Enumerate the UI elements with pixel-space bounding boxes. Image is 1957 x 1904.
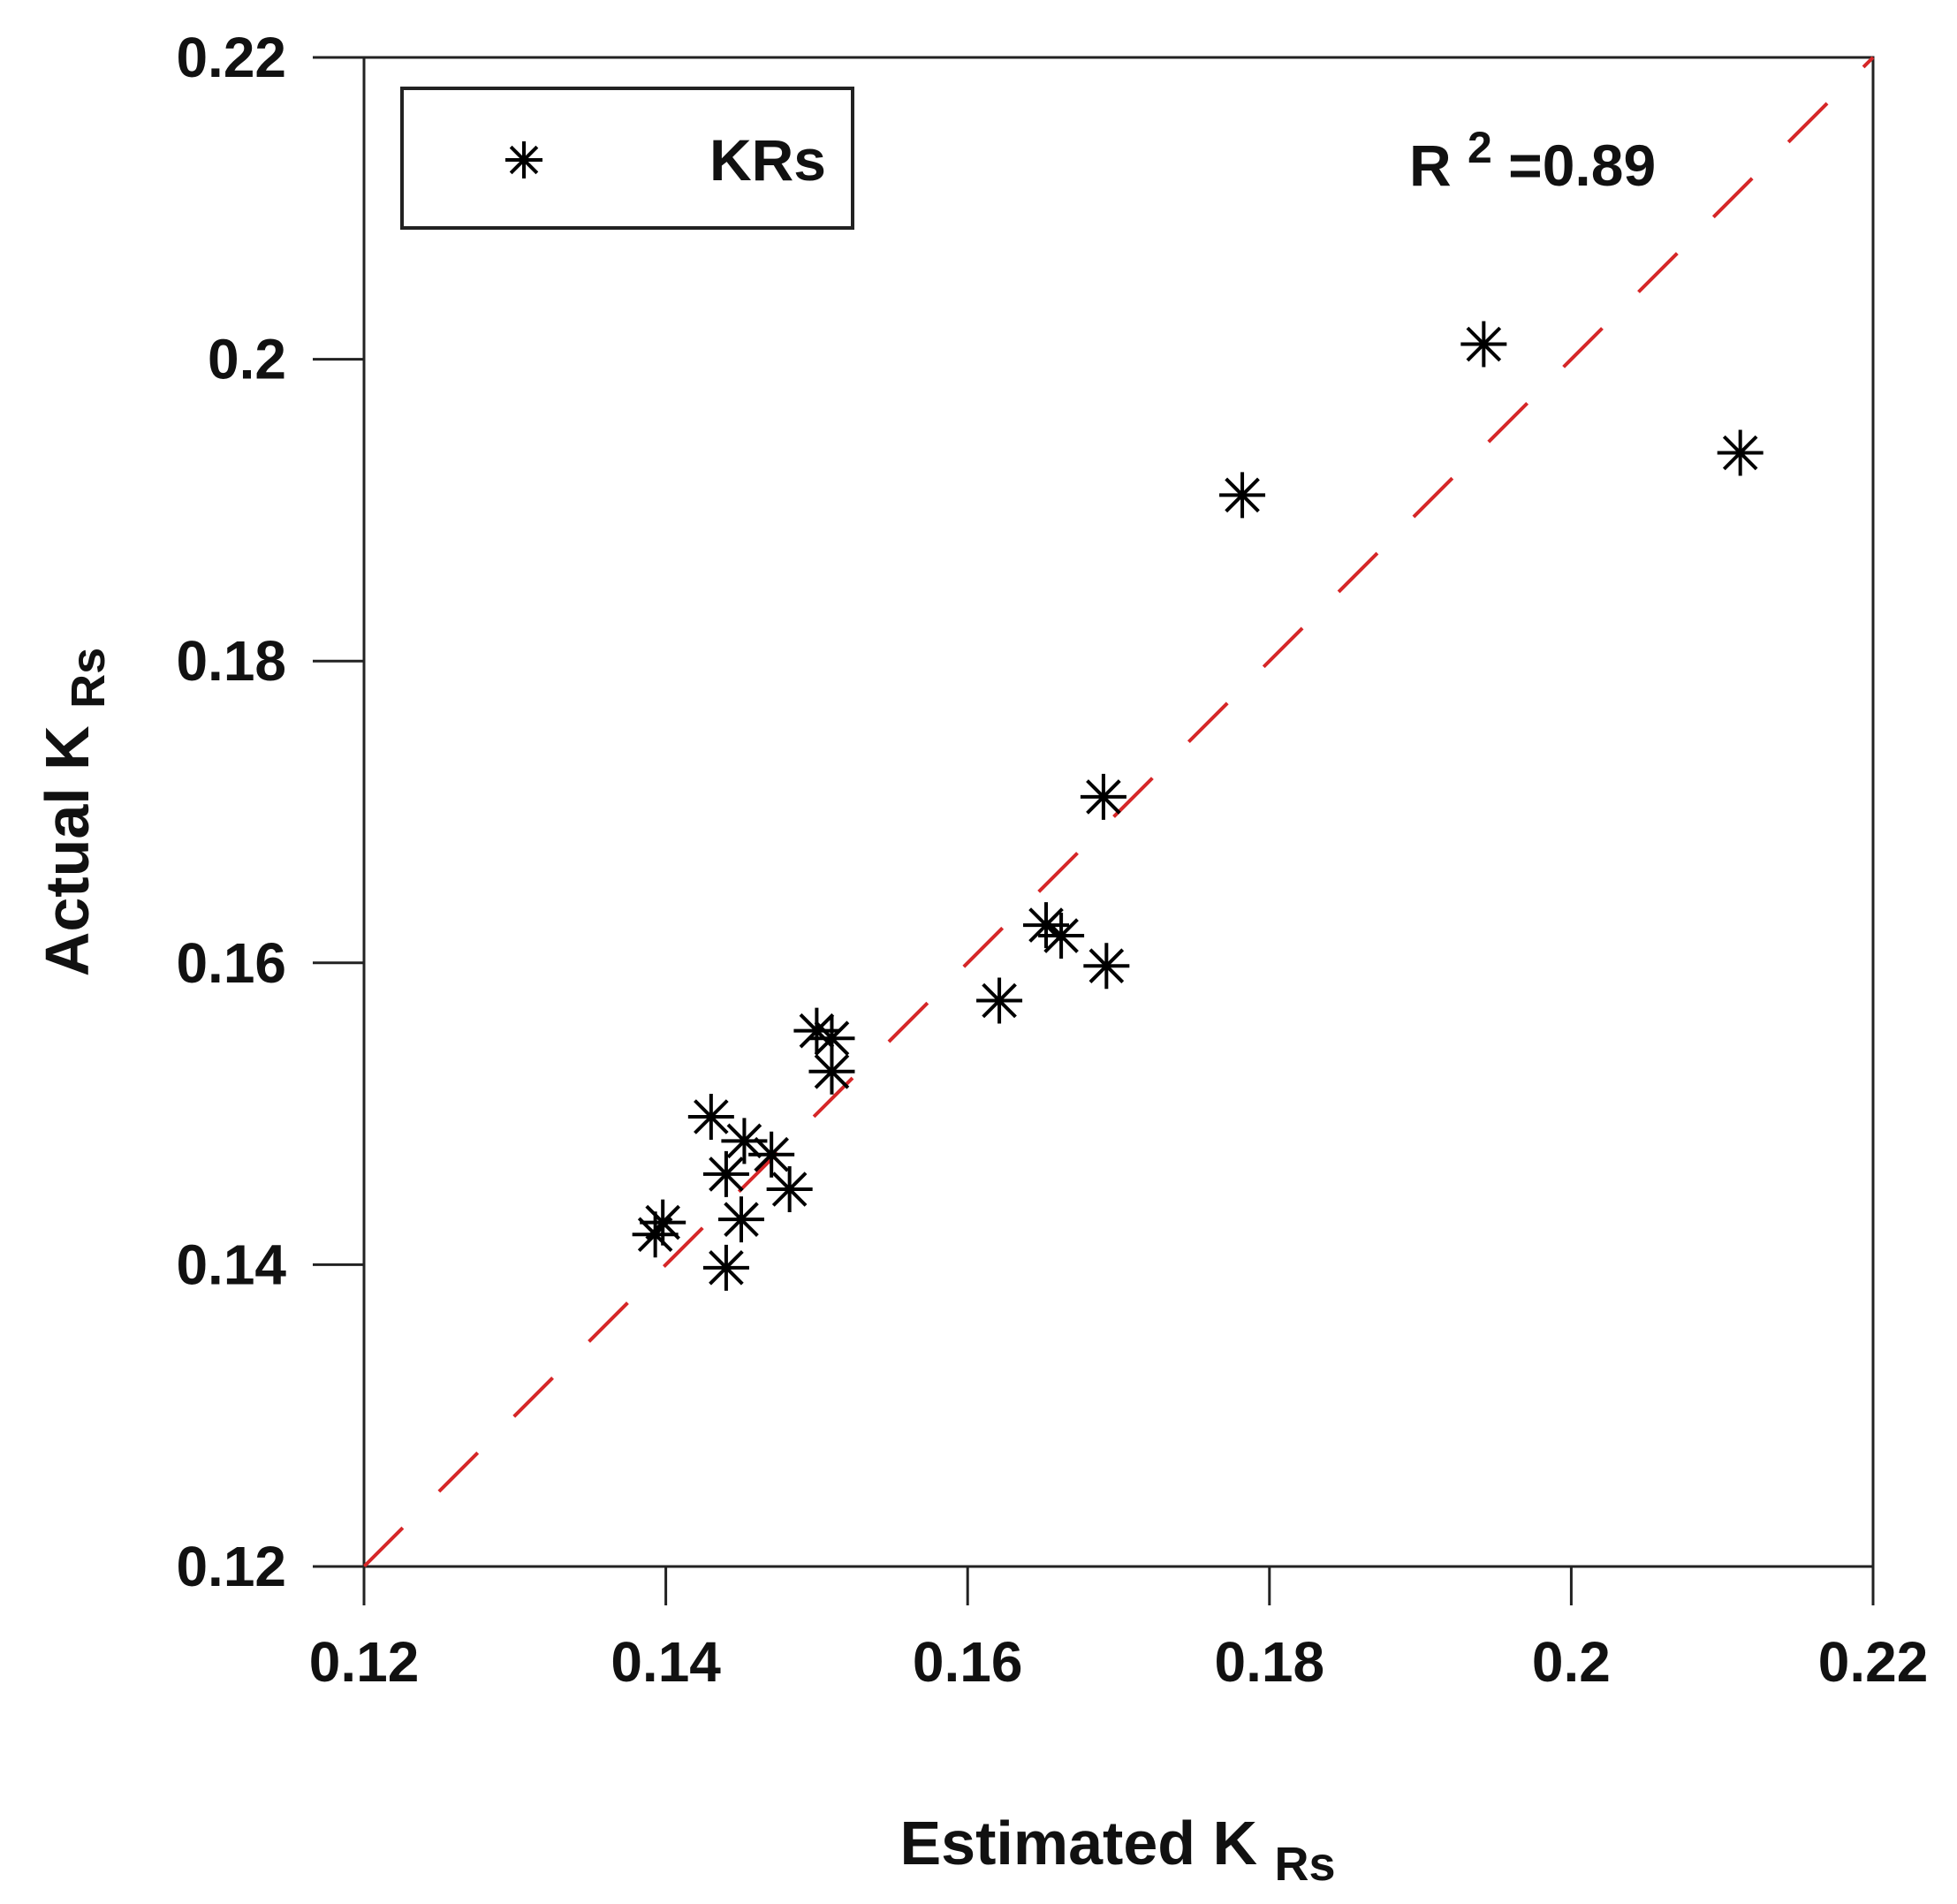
legend-asterisk-icon [505,141,542,178]
data-point [1083,943,1130,990]
data-point [702,1150,749,1197]
data-point [1219,472,1266,519]
x-axis-title-subscript: Rs [1274,1838,1335,1891]
legend-box [400,87,854,230]
y-axis-title-subscript: Rs [62,648,115,709]
legend-label: KRs [709,127,826,193]
data-point [718,1196,764,1243]
data-point [702,1244,749,1291]
data-point [808,1015,855,1062]
x-tick-label: 0.14 [611,1630,721,1694]
x-axis-title-main: Estimated K [899,1809,1257,1877]
y-tick-label: 0.22 [176,26,286,89]
r-squared-value: =0.89 [1508,133,1656,198]
y-tick-label: 0.2 [208,328,286,391]
y-axis-title-main: Actual K [33,725,102,976]
x-axis-title: Estimated K Rs [899,1809,1335,1891]
data-point [1460,321,1507,368]
data-point [640,1199,686,1246]
data-point [687,1094,734,1141]
y-tick-label: 0.18 [176,629,286,693]
legend-marker-icon [505,141,542,178]
x-tick-label: 0.18 [1215,1630,1325,1694]
tick-layer: 0.12 0.12 0.14 0.14 0.16 0.16 0.18 0.18 0.2 0.2 0.… [176,26,1928,1694]
y-tick-label: 0.16 [176,931,286,995]
r-squared-annotation: R 2 =0.89 [1409,110,1656,198]
x-tick-label: 0.16 [913,1630,1023,1694]
y-tick-label: 0.12 [176,1535,286,1598]
data-point [1080,773,1126,820]
legend: KRs [400,87,854,230]
data-point [808,1048,855,1095]
y-axis-title: Actual K Rs [33,648,115,976]
r-squared-superscript: 2 [1468,123,1492,172]
data-point [1717,429,1764,476]
data-point [748,1131,795,1178]
x-tick-label: 0.22 [1818,1630,1929,1694]
data-point [766,1166,813,1212]
y-tick-label: 0.14 [176,1233,286,1296]
plot-area-frame [362,56,1875,1568]
x-tick-label: 0.2 [1532,1630,1611,1694]
x-tick-label: 0.12 [309,1630,420,1694]
data-points-layer [632,321,1764,1291]
data-point [632,1211,679,1258]
data-point [1038,913,1085,960]
data-point [976,977,1023,1024]
r-squared-base: R [1409,133,1452,198]
